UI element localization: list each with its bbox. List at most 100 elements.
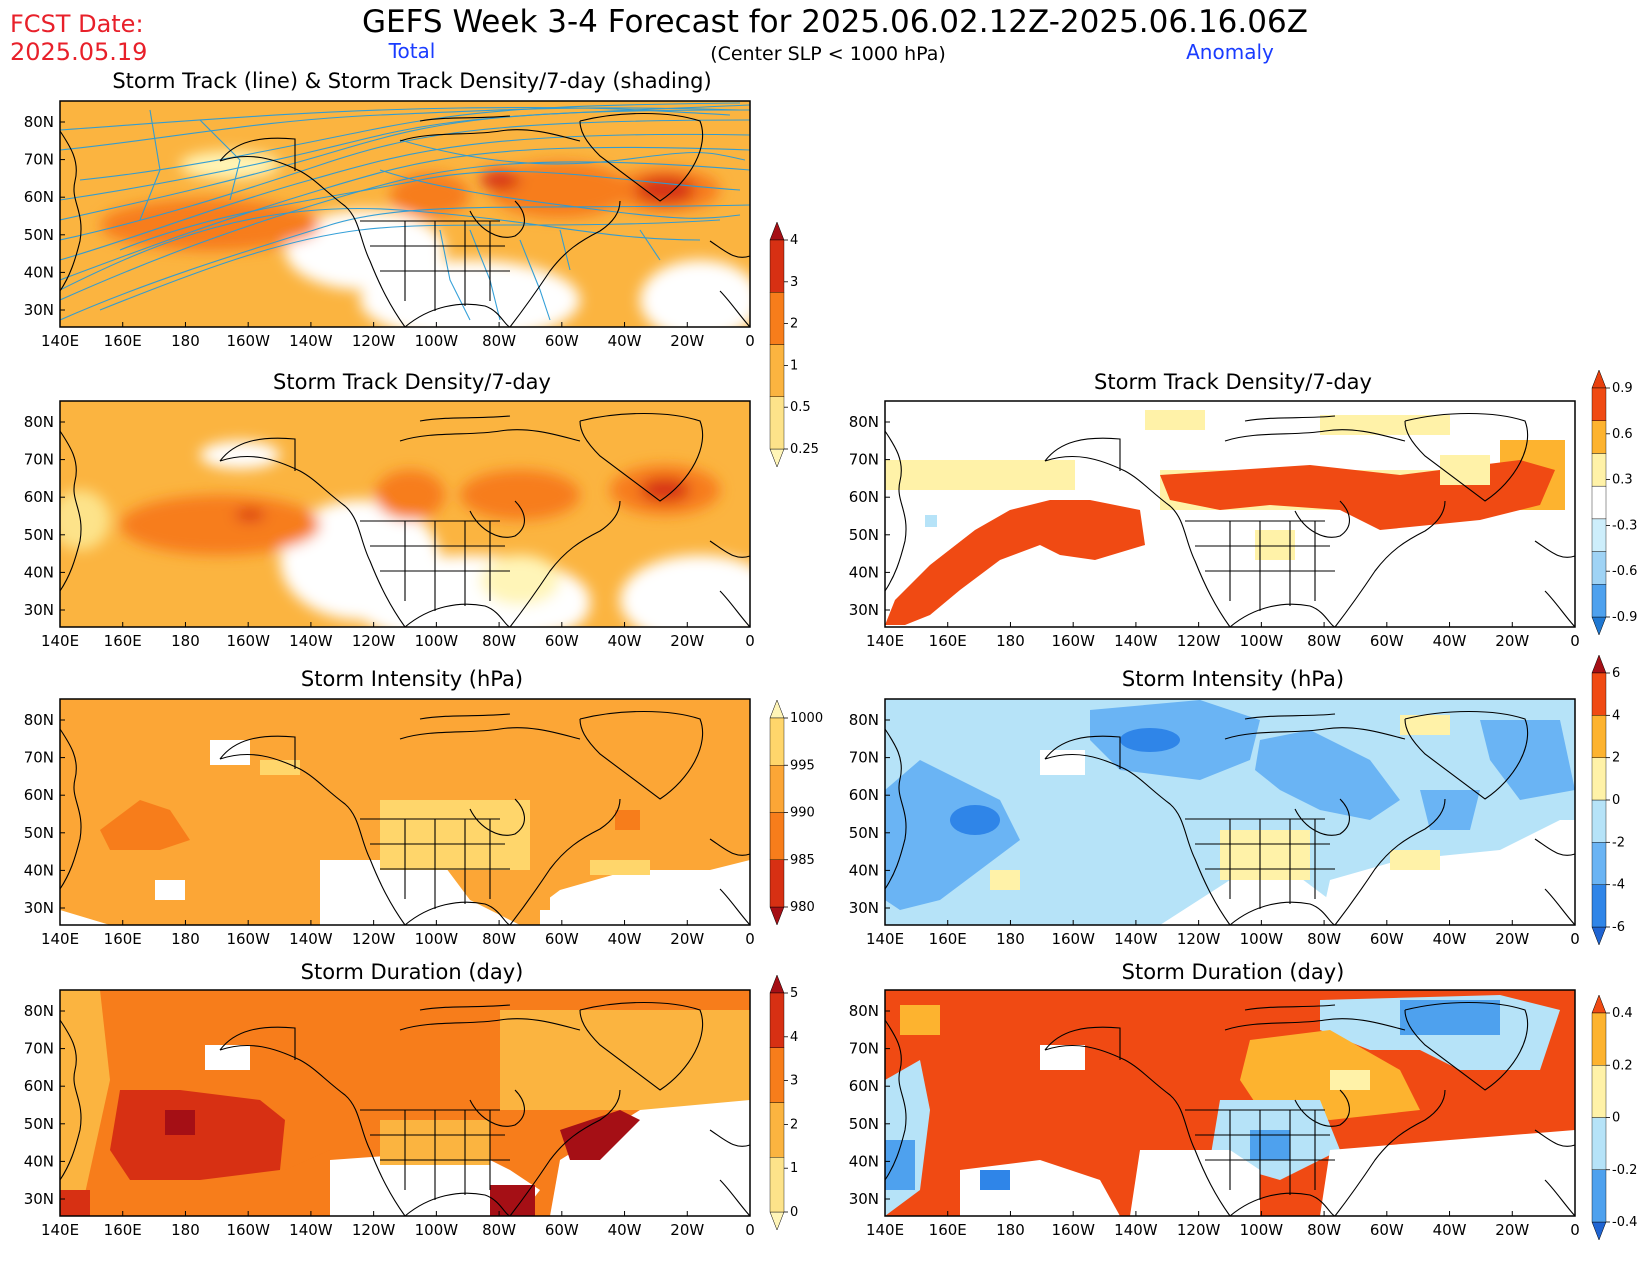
- lon-tick-label: 60W: [545, 930, 579, 948]
- lon-tick-label: 0: [1570, 1221, 1580, 1239]
- lon-tick-label: 160E: [929, 632, 967, 650]
- lat-tick-label: 60N: [849, 786, 879, 804]
- colorbar-label: 6: [1612, 666, 1620, 681]
- colorbar-label: 0.9: [1612, 381, 1633, 396]
- lat-tick-label: 40N: [849, 1152, 879, 1170]
- colorbar-label: 1: [790, 1161, 798, 1176]
- lon-tick-label: 100W: [415, 332, 459, 350]
- lon-tick-label: 120W: [352, 332, 396, 350]
- map-storm-track: [59, 100, 751, 328]
- lon-tick-label: 180: [996, 632, 1025, 650]
- lat-tick-label: 80N: [24, 413, 54, 431]
- lat-tick-label: 60N: [849, 488, 879, 506]
- lon-tick-label: 120W: [1177, 930, 1221, 948]
- lon-tick-label: 80W: [482, 632, 516, 650]
- fcst-label: FCST Date:: [10, 10, 144, 38]
- colorbar-label: 2: [1612, 751, 1620, 766]
- panel-density-anomaly-title: Storm Track Density/7-day: [1094, 370, 1372, 394]
- lon-tick-label: 140W: [1114, 1221, 1158, 1239]
- lon-tick-label: 80W: [482, 930, 516, 948]
- colorbar-label: 5: [790, 986, 798, 1001]
- lon-tick-label: 80W: [1307, 1221, 1341, 1239]
- lon-tick-label: 80W: [482, 332, 516, 350]
- colorbar-label: 0.6: [1612, 427, 1633, 442]
- lon-tick-label: 160W: [226, 930, 270, 948]
- colorbar-label: 4: [1612, 708, 1620, 723]
- lon-tick-label: 140E: [866, 930, 904, 948]
- lon-tick-label: 80W: [1307, 930, 1341, 948]
- map-density-anomaly: [884, 400, 1576, 628]
- lon-tick-label: 160W: [226, 332, 270, 350]
- lon-tick-label: 180: [171, 1221, 200, 1239]
- subtitle: (Center SLP < 1000 hPa): [710, 43, 946, 65]
- lon-tick-label: 120W: [1177, 632, 1221, 650]
- coastline: [59, 710, 751, 926]
- lon-tick-label: 160W: [1051, 632, 1095, 650]
- lon-tick-label: 140W: [1114, 632, 1158, 650]
- lon-tick-label: 180: [171, 332, 200, 350]
- lon-tick-label: 140E: [41, 1221, 79, 1239]
- lon-tick-label: 160E: [104, 332, 142, 350]
- lon-tick-label: 100W: [415, 632, 459, 650]
- lon-tick-label: 140W: [289, 1221, 333, 1239]
- lon-tick-label: 60W: [545, 632, 579, 650]
- lat-tick-label: 60N: [24, 786, 54, 804]
- lon-tick-label: 120W: [352, 930, 396, 948]
- lon-tick-label: 40W: [1433, 632, 1467, 650]
- colorbar-label: -0.2: [1612, 1163, 1637, 1178]
- lat-tick-label: 70N: [24, 1040, 54, 1058]
- panel-intensity-total-title: Storm Intensity (hPa): [301, 667, 523, 691]
- lon-tick-label: 20W: [670, 332, 704, 350]
- colorbar-label: 0.2: [1612, 1058, 1633, 1073]
- coastline: [59, 112, 751, 328]
- lat-tick-label: 60N: [24, 1077, 54, 1095]
- lon-tick-label: 0: [745, 632, 755, 650]
- colorbar-label: 0.5: [790, 400, 811, 415]
- lon-tick-label: 40W: [608, 930, 642, 948]
- panel-duration-anomaly-title: Storm Duration (day): [1122, 960, 1345, 984]
- colorbar-label: 0.3: [1612, 473, 1633, 488]
- lon-tick-label: 20W: [1495, 632, 1529, 650]
- lat-tick-label: 80N: [849, 1002, 879, 1020]
- lat-tick-label: 70N: [849, 1040, 879, 1058]
- lon-tick-label: 140W: [289, 632, 333, 650]
- colorbar-label: 0: [1612, 1111, 1620, 1126]
- panel-duration-total-title: Storm Duration (day): [301, 960, 524, 984]
- colorbar-label: 995: [790, 758, 815, 773]
- lon-tick-label: 120W: [1177, 1221, 1221, 1239]
- lat-tick-label: 70N: [849, 451, 879, 469]
- coastline: [59, 1001, 751, 1217]
- colorbar-label: 0.25: [790, 442, 819, 457]
- lon-tick-label: 0: [745, 930, 755, 948]
- lat-tick-label: 70N: [24, 151, 54, 169]
- lon-tick-label: 100W: [415, 930, 459, 948]
- main-title: GEFS Week 3-4 Forecast for 2025.06.02.12…: [362, 4, 1308, 40]
- panel-intensity-anomaly-title: Storm Intensity (hPa): [1122, 667, 1344, 691]
- colorbar-label: 3: [790, 275, 798, 290]
- lon-tick-label: 160W: [226, 632, 270, 650]
- lon-tick-label: 40W: [608, 332, 642, 350]
- lat-tick-label: 70N: [849, 749, 879, 767]
- lon-tick-label: 140E: [866, 1221, 904, 1239]
- lon-tick-label: 180: [171, 930, 200, 948]
- lat-tick-label: 50N: [849, 526, 879, 544]
- lat-tick-label: 30N: [849, 1190, 879, 1208]
- lon-tick-label: 60W: [545, 1221, 579, 1239]
- coastline: [59, 412, 751, 628]
- lon-tick-label: 20W: [1495, 930, 1529, 948]
- colorbar-label: 985: [790, 853, 815, 868]
- lon-tick-label: 140W: [1114, 930, 1158, 948]
- map-intensity-total: [59, 698, 751, 926]
- lon-tick-label: 160E: [104, 1221, 142, 1239]
- lat-tick-label: 40N: [24, 263, 54, 281]
- lat-tick-label: 50N: [849, 1115, 879, 1133]
- lat-tick-label: 40N: [24, 1152, 54, 1170]
- panel-track-title: Storm Track (line) & Storm Track Density…: [112, 69, 711, 93]
- lon-tick-label: 20W: [670, 1221, 704, 1239]
- lat-tick-label: 50N: [24, 1115, 54, 1133]
- fcst-date: 2025.05.19: [10, 38, 147, 66]
- anomaly-column-label: Anomaly: [1186, 40, 1274, 64]
- lon-tick-label: 60W: [545, 332, 579, 350]
- lat-tick-label: 30N: [849, 899, 879, 917]
- lon-tick-label: 100W: [1240, 930, 1284, 948]
